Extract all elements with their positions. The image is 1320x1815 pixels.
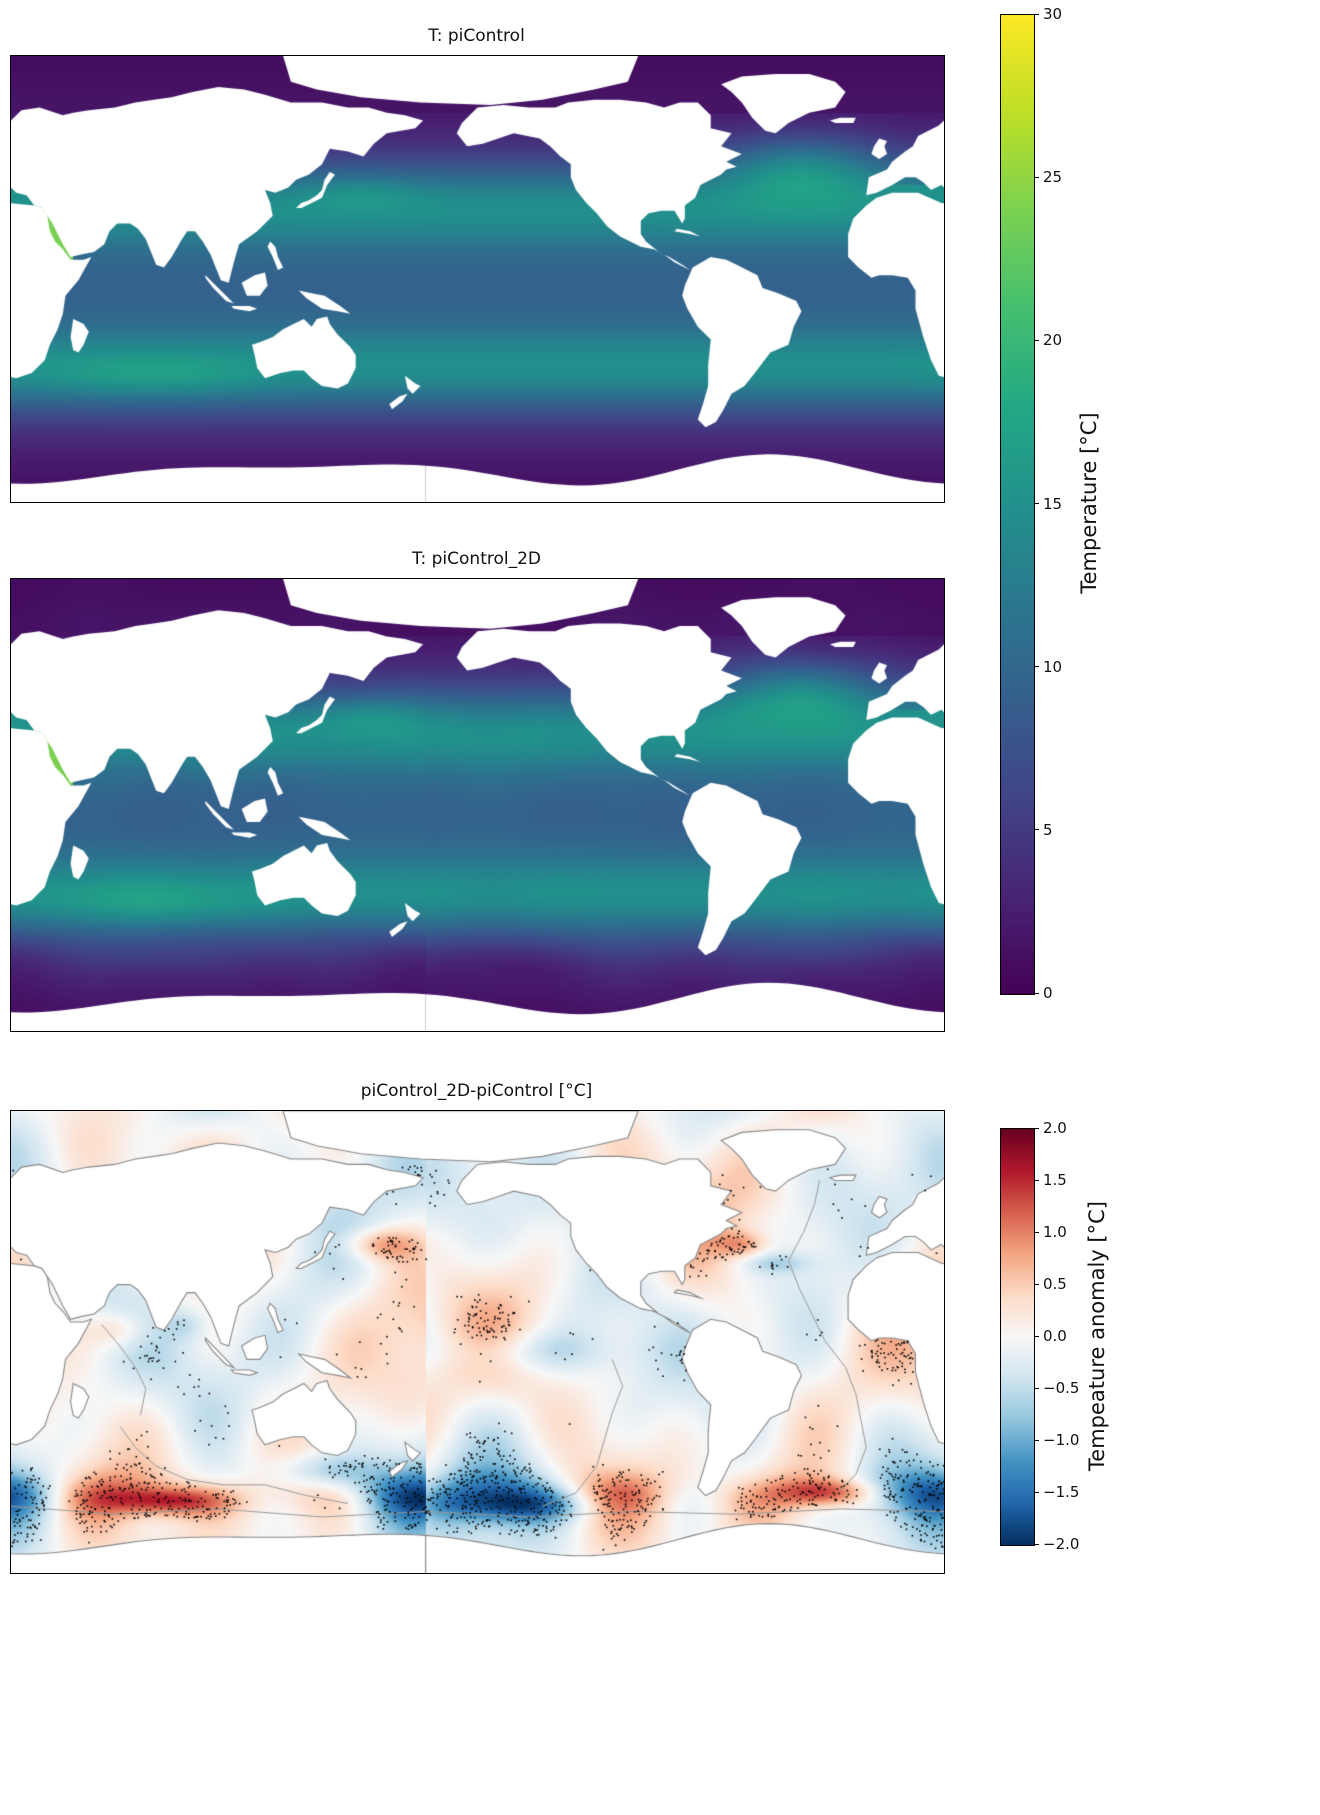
colorbar-anomaly-tick-label: −2.0 bbox=[1043, 1535, 1080, 1553]
colorbar-anomaly-tick-mark bbox=[1035, 1231, 1039, 1233]
colorbar-temperature-tick-label: 30 bbox=[1043, 5, 1063, 23]
colorbar-anomaly-tick-label: 0.5 bbox=[1043, 1275, 1067, 1293]
colorbar-anomaly-tick-label: 0.0 bbox=[1043, 1327, 1067, 1345]
map-anomaly bbox=[10, 1110, 945, 1574]
colorbar-anomaly-tick-label: 2.0 bbox=[1043, 1119, 1067, 1137]
colorbar-anomaly bbox=[1000, 1128, 1035, 1546]
colorbar-temperature-label: Temperature [°C] bbox=[1077, 412, 1101, 594]
colorbar-anomaly-tick-mark bbox=[1035, 1491, 1039, 1493]
colorbar-temperature-tick-mark bbox=[1035, 992, 1039, 994]
colorbar-temperature-tick-label: 0 bbox=[1043, 984, 1053, 1002]
colorbar-anomaly-tick-mark bbox=[1035, 1543, 1039, 1545]
colorbar-anomaly-tick-mark bbox=[1035, 1335, 1039, 1337]
colorbar-anomaly-tick-label: −0.5 bbox=[1043, 1379, 1080, 1397]
colorbar-temperature-tick-label: 10 bbox=[1043, 657, 1063, 676]
colorbar-temperature-tick-mark bbox=[1035, 176, 1039, 178]
colorbar-anomaly-tick-mark bbox=[1035, 1387, 1039, 1389]
colorbar-anomaly-tick-mark bbox=[1035, 1439, 1039, 1441]
colorbar-anomaly-tick-label: −1.5 bbox=[1043, 1483, 1080, 1501]
colorbar-anomaly-label: Tempeature anomaly [°C] bbox=[1085, 1201, 1109, 1471]
colorbar-anomaly-tick-label: −1.0 bbox=[1043, 1431, 1080, 1449]
colorbar-temperature-tick-label: 25 bbox=[1043, 168, 1063, 187]
panel3-title: piControl_2D-piControl [°C] bbox=[360, 1081, 593, 1101]
colorbar-anomaly-tick-mark bbox=[1035, 1127, 1039, 1129]
colorbar-temperature bbox=[1000, 14, 1035, 995]
map-piControl bbox=[10, 55, 945, 503]
colorbar-temperature-tick-mark bbox=[1035, 503, 1039, 504]
panel2-title: T: piControl_2D bbox=[411, 549, 542, 569]
map-piControl-2d bbox=[10, 578, 945, 1032]
colorbar-anomaly-tick-label: 1.5 bbox=[1043, 1171, 1067, 1189]
colorbar-temperature-tick-mark bbox=[1035, 339, 1039, 341]
colorbar-anomaly-tick-mark bbox=[1035, 1179, 1039, 1181]
colorbar-anomaly-tick-label: 1.0 bbox=[1043, 1223, 1067, 1241]
colorbar-temperature-tick-mark bbox=[1035, 13, 1039, 15]
colorbar-temperature-tick-mark bbox=[1035, 666, 1039, 668]
panel1-title: T: piControl bbox=[428, 26, 525, 46]
colorbar-temperature-tick-label: 5 bbox=[1043, 820, 1053, 839]
colorbar-anomaly-tick-mark bbox=[1035, 1283, 1039, 1285]
colorbar-temperature-tick-mark bbox=[1035, 829, 1039, 831]
colorbar-temperature-tick-label: 20 bbox=[1043, 331, 1063, 350]
colorbar-temperature-tick-label: 15 bbox=[1043, 494, 1063, 513]
